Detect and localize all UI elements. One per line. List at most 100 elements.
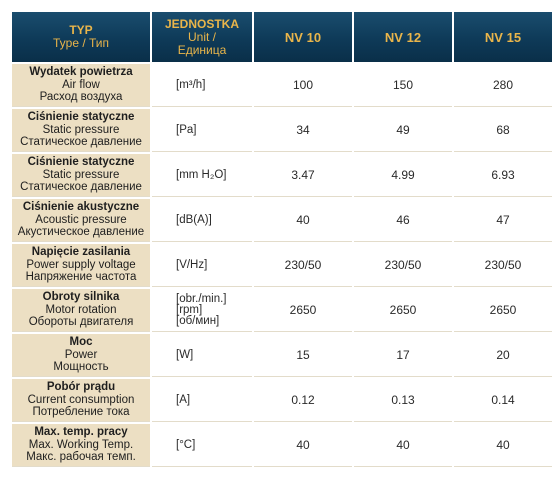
unit-cell: [mm H₂O] xyxy=(152,154,252,197)
header-unit-en: Unit / xyxy=(187,29,216,44)
parameter-cell: Moc Power Мощность xyxy=(12,334,150,377)
parameter-name-pl: Ciśnienie statyczne xyxy=(27,156,135,169)
value-nv12: 17 xyxy=(354,334,452,377)
parameter-name-ru: Расход воздуха xyxy=(39,91,123,104)
spec-table: TYP Type / Тип JEDNOSTKA Unit / Единица … xyxy=(10,10,554,469)
parameter-name-en: Current consumption xyxy=(27,393,135,406)
parameter-name-pl: Moc xyxy=(69,336,93,349)
parameter-cell: Ciśnienie statyczne Static pressure Статич… xyxy=(12,109,150,152)
unit-label: [V/Hz] xyxy=(176,258,208,271)
parameter-name-ru: Статическое давление xyxy=(20,181,142,194)
parameter-name-en: Static pressure xyxy=(42,168,120,181)
parameter-name-ru: Обороты двигателя xyxy=(28,316,134,329)
value-nv15: 6.93 xyxy=(454,154,552,197)
parameter-name-en: Power supply voltage xyxy=(26,258,136,271)
header-type-sub: Type / Тип xyxy=(52,36,110,50)
value-nv10: 3.47 xyxy=(254,154,352,197)
value-nv10: 40 xyxy=(254,424,352,467)
unit-label: [об/мин] xyxy=(176,314,220,327)
unit-cell: [V/Hz] xyxy=(152,244,252,287)
parameter-name-ru: Напряжение частота xyxy=(25,271,137,284)
value-nv12: 46 xyxy=(354,199,452,242)
unit-cell: [m³/h] xyxy=(152,64,252,107)
parameter-name-en: Acoustic pressure xyxy=(35,213,127,226)
value-nv12: 49 xyxy=(354,109,452,152)
value-nv12: 150 xyxy=(354,64,452,107)
parameter-name-en: Motor rotation xyxy=(45,303,117,316)
table-row: Ciśnienie statyczne Static pressure Статич… xyxy=(12,154,552,197)
value-nv15: 40 xyxy=(454,424,552,467)
header-model-nv15: NV 15 xyxy=(454,12,552,62)
value-nv15: 280 xyxy=(454,64,552,107)
parameter-name-pl: Obroty silnika xyxy=(42,291,120,304)
parameter-name-ru: Мощность xyxy=(53,361,109,374)
parameter-name-en: Air flow xyxy=(62,78,100,91)
unit-cell: [W] xyxy=(152,334,252,377)
parameter-cell: Obroty silnika Motor rotation Обороты двиг… xyxy=(12,289,150,332)
value-nv12: 2650 xyxy=(354,289,452,332)
value-nv10: 2650 xyxy=(254,289,352,332)
unit-label: [W] xyxy=(176,348,194,361)
parameter-name-pl: Pobór prądu xyxy=(46,381,116,394)
parameter-name-ru: Макс. рабочая темп. xyxy=(26,451,136,464)
parameter-cell: Max. temp. pracy Max. Working Temp. Макс. … xyxy=(12,424,150,467)
value-nv15: 47 xyxy=(454,199,552,242)
table-row: Obroty silnika Motor rotation Обороты двиг… xyxy=(12,289,552,332)
value-nv15: 230/50 xyxy=(454,244,552,287)
table-row: Max. temp. pracy Max. Working Temp. Макс. … xyxy=(12,424,552,467)
parameter-cell: Pobór prądu Current consumption Потреблени… xyxy=(12,379,150,422)
table-row: Pobór prądu Current consumption Потреблени… xyxy=(12,379,552,422)
value-nv10: 40 xyxy=(254,199,352,242)
value-nv12: 230/50 xyxy=(354,244,452,287)
parameter-name-ru: Потребление тока xyxy=(32,406,130,419)
table-row: Ciśnienie akustyczne Acoustic pressure Аку… xyxy=(12,199,552,242)
value-nv10: 15 xyxy=(254,334,352,377)
unit-label: [°C] xyxy=(176,438,196,451)
unit-label: [m³/h] xyxy=(176,78,206,91)
spec-body: Wydatek powietrza Air flow Расход воздуха [… xyxy=(12,64,552,467)
header-model-nv12: NV 12 xyxy=(354,12,452,62)
parameter-cell: Wydatek powietrza Air flow Расход воздуха xyxy=(12,64,150,107)
parameter-name-pl: Max. temp. pracy xyxy=(34,426,128,439)
header-unit: JEDNOSTKA Unit / Единица xyxy=(152,12,252,62)
value-nv12: 0.13 xyxy=(354,379,452,422)
unit-cell: [°C] xyxy=(152,424,252,467)
table-row: Napięcie zasilania Power supply voltage На… xyxy=(12,244,552,287)
header-type-label: TYP xyxy=(69,23,93,37)
value-nv10: 230/50 xyxy=(254,244,352,287)
unit-cell: [Pa] xyxy=(152,109,252,152)
unit-label: [dB(A)] xyxy=(176,213,212,226)
value-nv15: 2650 xyxy=(454,289,552,332)
unit-label: [Pa] xyxy=(176,123,197,136)
parameter-cell: Napięcie zasilania Power supply voltage На… xyxy=(12,244,150,287)
table-row: Moc Power Мощность [W] 15 17 20 xyxy=(12,334,552,377)
parameter-name-en: Static pressure xyxy=(42,123,120,136)
value-nv15: 20 xyxy=(454,334,552,377)
unit-cell: [obr./min.] [rpm] [об/мин] xyxy=(152,289,252,332)
header-model-nv10: NV 10 xyxy=(254,12,352,62)
parameter-name-pl: Wydatek powietrza xyxy=(29,66,133,79)
parameter-cell: Ciśnienie akustyczne Acoustic pressure Аку… xyxy=(12,199,150,242)
value-nv10: 100 xyxy=(254,64,352,107)
unit-label: [A] xyxy=(176,393,191,406)
parameter-name-pl: Napięcie zasilania xyxy=(31,246,131,259)
value-nv10: 34 xyxy=(254,109,352,152)
value-nv12: 4.99 xyxy=(354,154,452,197)
parameter-name-en: Max. Working Temp. xyxy=(28,438,134,451)
table-row: Wydatek powietrza Air flow Расход воздуха [… xyxy=(12,64,552,107)
unit-cell: [A] xyxy=(152,379,252,422)
header-unit-ru: Единица xyxy=(177,42,227,57)
header-row: TYP Type / Тип JEDNOSTKA Unit / Единица … xyxy=(12,12,552,62)
parameter-name-pl: Ciśnienie statyczne xyxy=(27,111,135,124)
parameter-cell: Ciśnienie statyczne Static pressure Статич… xyxy=(12,154,150,197)
value-nv10: 0.12 xyxy=(254,379,352,422)
unit-label: [mm H₂O] xyxy=(176,168,227,181)
value-nv12: 40 xyxy=(354,424,452,467)
parameter-name-ru: Статическое давление xyxy=(20,136,142,149)
unit-label: [obr./min.] xyxy=(176,292,227,305)
unit-cell: [dB(A)] xyxy=(152,199,252,242)
header-type: TYP Type / Тип xyxy=(12,12,150,62)
parameter-name-en: Power xyxy=(64,348,98,361)
value-nv15: 0.14 xyxy=(454,379,552,422)
table-row: Ciśnienie statyczne Static pressure Статич… xyxy=(12,109,552,152)
